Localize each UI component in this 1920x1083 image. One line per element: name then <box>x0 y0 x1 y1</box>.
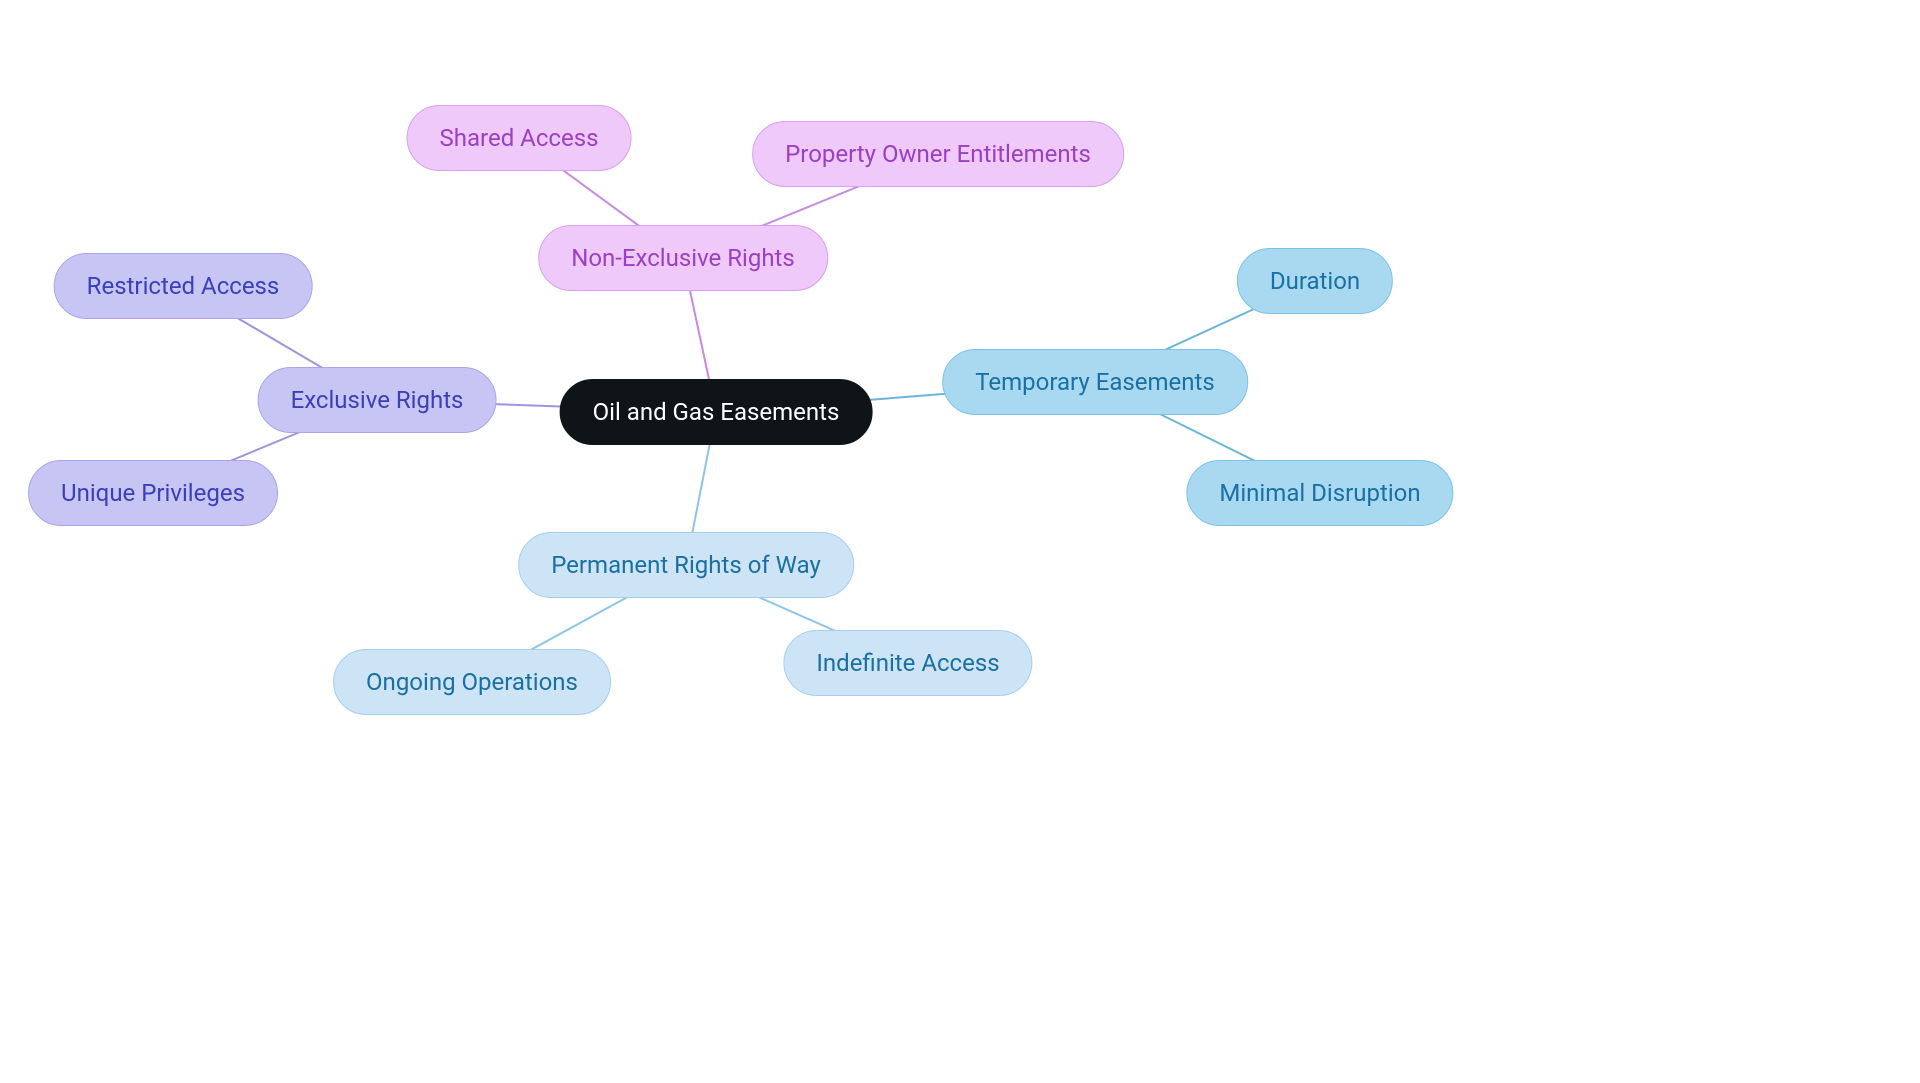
node-duration: Duration <box>1237 248 1393 314</box>
node-permanent: Permanent Rights of Way <box>518 532 854 598</box>
node-exclusive: Exclusive Rights <box>258 367 497 433</box>
node-ongoing: Ongoing Operations <box>333 649 611 715</box>
node-temporary: Temporary Easements <box>942 349 1248 415</box>
node-unique: Unique Privileges <box>28 460 278 526</box>
node-center: Oil and Gas Easements <box>560 379 873 445</box>
node-minimal: Minimal Disruption <box>1186 460 1453 526</box>
node-nonexclusive: Non-Exclusive Rights <box>538 225 828 291</box>
node-restricted: Restricted Access <box>54 253 313 319</box>
node-entitlements: Property Owner Entitlements <box>752 121 1124 187</box>
node-shared: Shared Access <box>407 105 632 171</box>
node-indefinite: Indefinite Access <box>783 630 1032 696</box>
